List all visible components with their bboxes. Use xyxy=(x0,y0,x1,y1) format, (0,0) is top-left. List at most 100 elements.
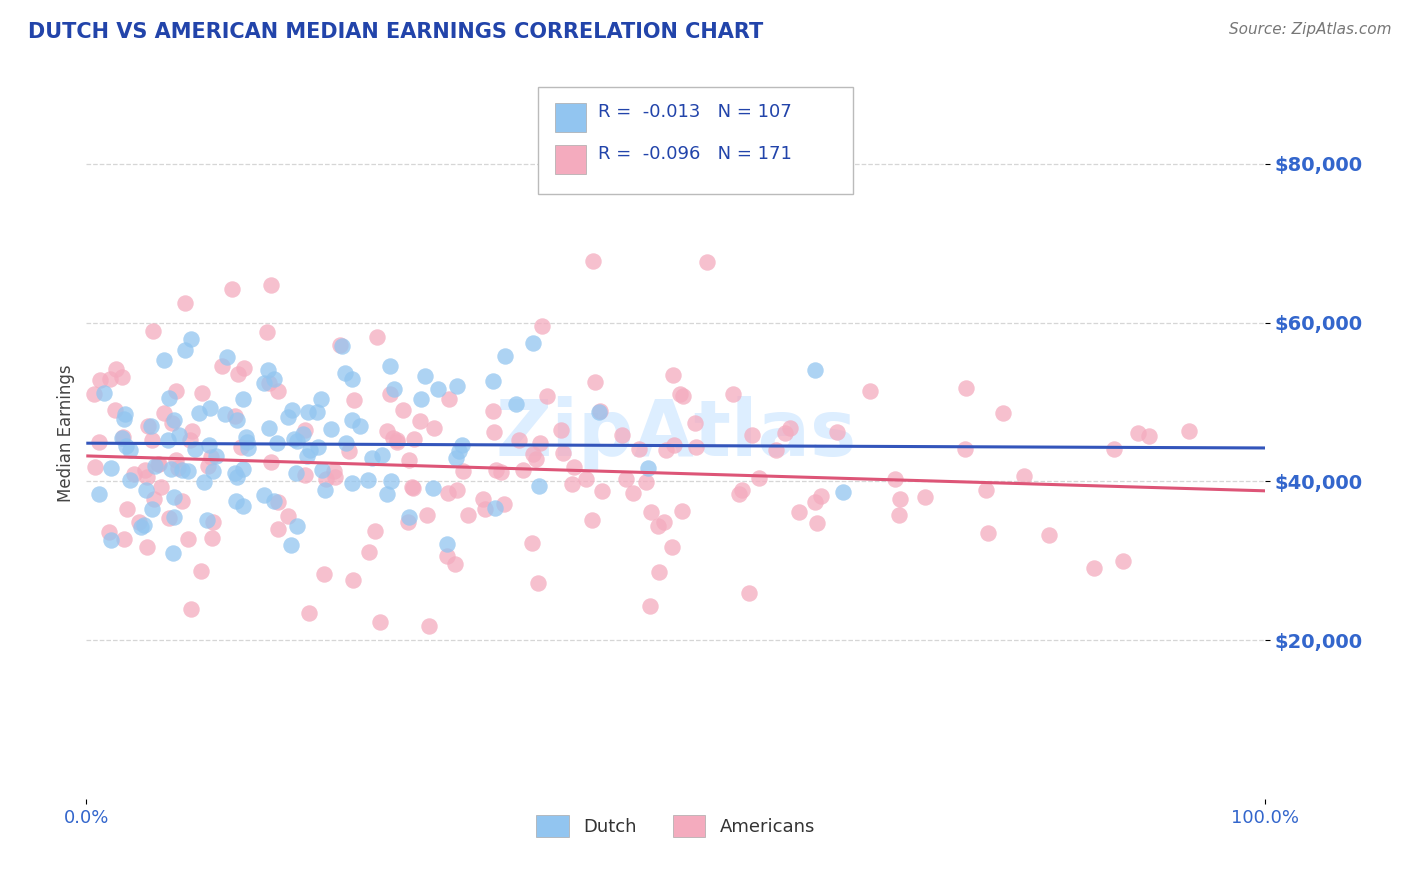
Point xyxy=(779,421,801,435)
Point xyxy=(117,502,139,516)
Point xyxy=(87,486,110,500)
Point xyxy=(173,296,195,310)
Point xyxy=(266,435,288,450)
Point xyxy=(582,254,605,268)
Point xyxy=(294,467,316,482)
Point xyxy=(662,368,685,382)
Point xyxy=(323,464,346,478)
Point xyxy=(156,433,179,447)
Point xyxy=(484,501,506,516)
Point xyxy=(887,508,910,523)
Point xyxy=(284,466,307,480)
Point xyxy=(176,533,198,547)
Point xyxy=(84,460,107,475)
Point xyxy=(232,360,254,375)
Point xyxy=(647,518,669,533)
Point xyxy=(183,442,205,457)
Point xyxy=(610,427,633,442)
Point xyxy=(652,515,675,529)
Point xyxy=(575,472,598,486)
Point xyxy=(129,520,152,534)
Point xyxy=(111,369,134,384)
Legend: Dutch, Americans: Dutch, Americans xyxy=(529,808,823,845)
Point xyxy=(295,449,318,463)
Point xyxy=(280,539,302,553)
Point xyxy=(149,480,172,494)
Point xyxy=(333,366,356,380)
Point xyxy=(285,434,308,449)
Point xyxy=(588,405,610,419)
Point xyxy=(391,402,413,417)
Point xyxy=(139,419,162,434)
Point xyxy=(315,472,337,486)
Point xyxy=(236,434,259,449)
Point xyxy=(977,526,1000,541)
Point xyxy=(120,473,142,487)
Point xyxy=(259,376,281,391)
Point xyxy=(163,490,186,504)
Point xyxy=(224,466,246,480)
Point xyxy=(474,501,496,516)
Point xyxy=(287,519,309,533)
Point xyxy=(614,472,637,486)
Point xyxy=(415,368,437,383)
Point xyxy=(648,566,671,580)
Point xyxy=(1178,424,1201,438)
Point xyxy=(165,453,187,467)
Point xyxy=(382,431,405,445)
Point xyxy=(368,615,391,629)
Point xyxy=(803,495,825,509)
Point xyxy=(170,493,193,508)
Point xyxy=(200,450,222,464)
Point xyxy=(662,437,685,451)
Point xyxy=(806,516,828,530)
Point xyxy=(562,459,585,474)
Point xyxy=(311,463,333,477)
Point xyxy=(135,470,157,484)
Point xyxy=(531,319,554,334)
Point xyxy=(444,557,467,571)
Point xyxy=(142,324,165,338)
Point xyxy=(162,546,184,560)
Point xyxy=(283,432,305,446)
Point xyxy=(232,392,254,406)
Point xyxy=(398,510,420,524)
Point xyxy=(115,439,138,453)
Point xyxy=(436,486,458,500)
Point xyxy=(111,431,134,445)
Point xyxy=(141,502,163,516)
Point xyxy=(654,443,676,458)
Point xyxy=(810,489,832,503)
Point xyxy=(449,443,471,458)
Point xyxy=(359,545,381,559)
Point xyxy=(143,458,166,473)
Point xyxy=(1111,553,1133,567)
Point xyxy=(299,442,322,457)
Point xyxy=(122,467,145,481)
Point xyxy=(114,407,136,421)
Point xyxy=(281,403,304,417)
Point xyxy=(378,359,401,374)
Point xyxy=(357,474,380,488)
Point xyxy=(252,376,274,391)
Y-axis label: Median Earnings: Median Earnings xyxy=(58,365,75,502)
Point xyxy=(159,391,181,405)
Point xyxy=(825,425,848,439)
Point xyxy=(671,504,693,518)
Point xyxy=(696,255,718,269)
Point xyxy=(527,576,550,591)
Point xyxy=(522,336,544,351)
Point xyxy=(277,508,299,523)
Point xyxy=(135,483,157,498)
Point xyxy=(83,386,105,401)
Point xyxy=(621,486,644,500)
Point xyxy=(385,433,408,447)
Point xyxy=(765,443,787,458)
Point xyxy=(263,493,285,508)
Point xyxy=(634,475,657,489)
Point xyxy=(953,442,976,456)
Point xyxy=(340,476,363,491)
Point xyxy=(263,372,285,386)
Point xyxy=(581,513,603,527)
Point xyxy=(87,434,110,449)
